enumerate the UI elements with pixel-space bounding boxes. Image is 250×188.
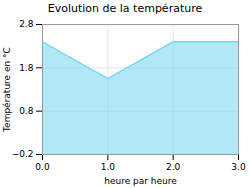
- svg-text:1.0: 1.0: [101, 162, 116, 172]
- svg-text:3.0: 3.0: [231, 162, 246, 172]
- svg-text:heure par heure: heure par heure: [104, 176, 177, 186]
- svg-text:2.0: 2.0: [166, 162, 181, 172]
- svg-text:2.8: 2.8: [19, 19, 34, 29]
- svg-text:Température en °C: Température en °C: [2, 47, 12, 133]
- svg-text:1.8: 1.8: [19, 63, 34, 73]
- html-text:Evolution de la température: Evolution de la température: [47, 2, 203, 15]
- svg-text:−0.2: −0.2: [12, 149, 34, 159]
- svg-text:0.8: 0.8: [19, 106, 34, 116]
- svg-text:0.0: 0.0: [35, 162, 50, 172]
